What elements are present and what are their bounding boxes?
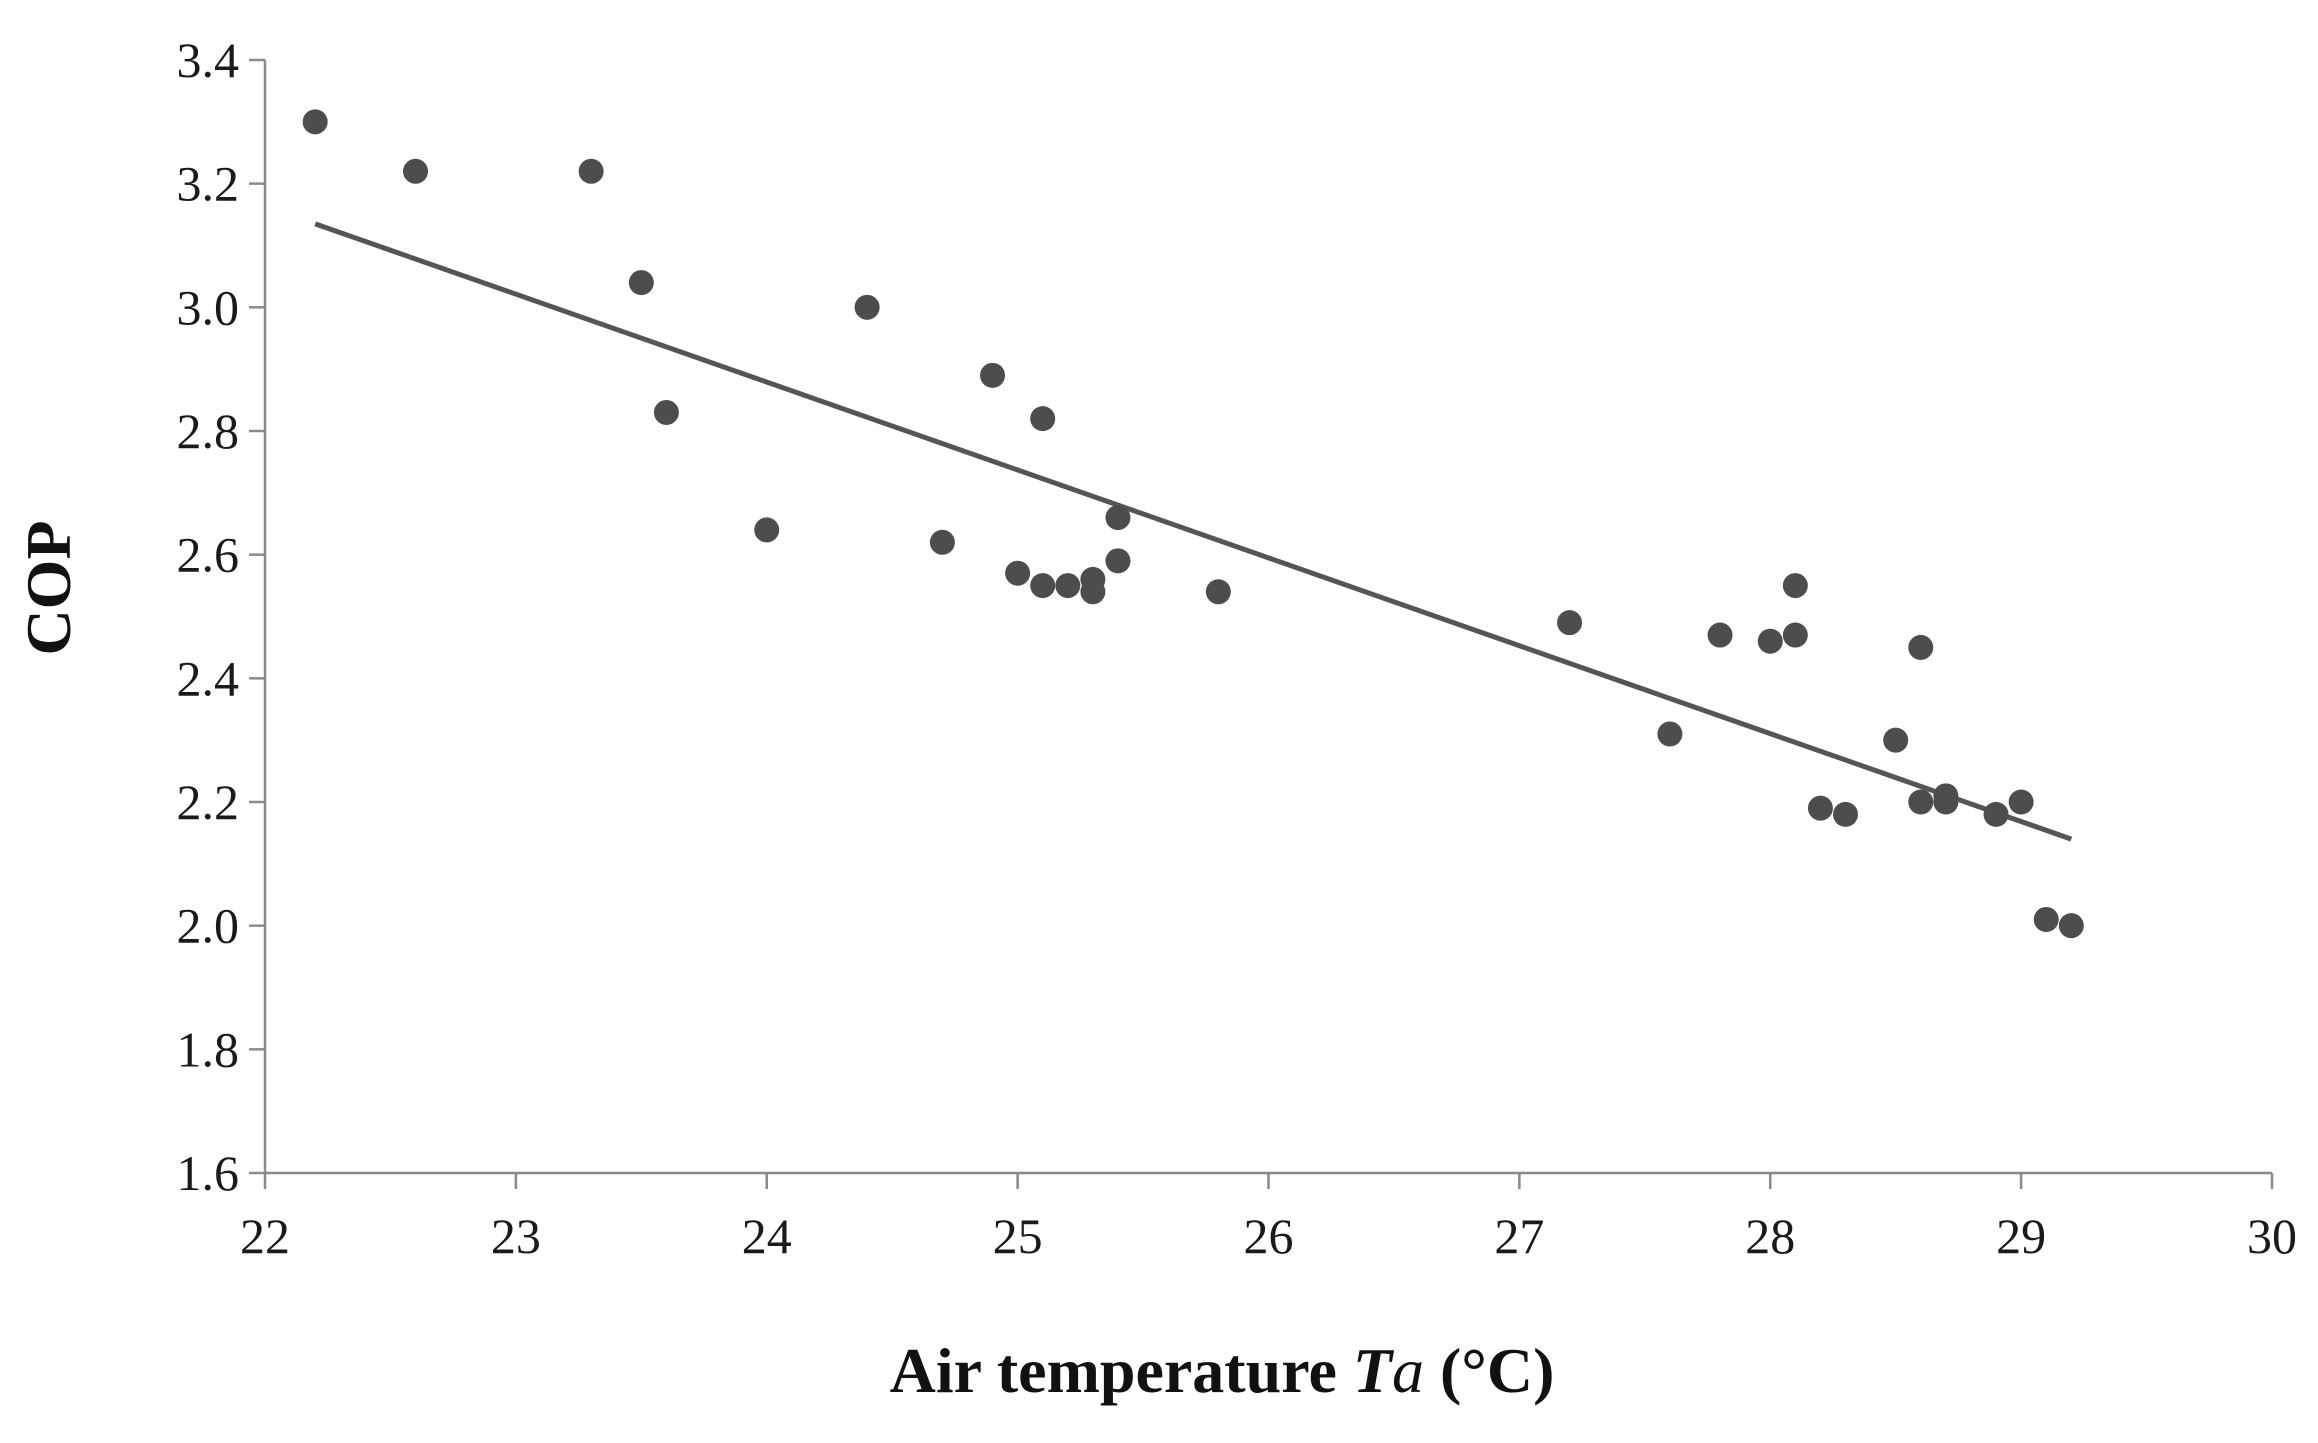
axes	[263, 60, 2272, 1175]
data-point	[403, 158, 429, 184]
data-points	[302, 109, 2084, 939]
data-point	[653, 399, 679, 425]
y-tick-label: 2.0	[177, 898, 240, 954]
data-point	[628, 270, 654, 296]
data-point	[1883, 727, 1909, 753]
data-point	[1080, 579, 1106, 605]
x-tick-label: 23	[491, 1208, 541, 1264]
data-point	[754, 517, 780, 543]
y-tick-label: 2.4	[177, 650, 240, 706]
data-point	[1833, 801, 1859, 827]
data-point	[1105, 505, 1131, 531]
x-axis-title-unit: (°C)	[1440, 1335, 1554, 1406]
data-point	[980, 362, 1006, 388]
data-point	[1908, 789, 1934, 815]
x-axis-title: Air temperature Ta (°C)	[890, 1335, 1555, 1406]
y-tick-label: 2.2	[177, 774, 240, 830]
data-point	[1782, 622, 1808, 648]
data-point	[1005, 560, 1031, 586]
y-tick-label: 3.0	[177, 279, 240, 335]
data-point	[578, 158, 604, 184]
y-tick-label: 1.8	[177, 1021, 240, 1077]
data-point	[1055, 573, 1081, 599]
y-tick-label: 3.4	[177, 32, 240, 88]
y-tick-label: 1.6	[177, 1145, 240, 1201]
data-point	[1105, 548, 1131, 574]
x-tick-label: 25	[993, 1208, 1043, 1264]
x-tick-label: 22	[240, 1208, 290, 1264]
data-point	[854, 294, 880, 320]
x-axis-title-label: Air temperature	[890, 1335, 1337, 1406]
data-point	[1707, 622, 1733, 648]
x-tick-label: 30	[2247, 1208, 2297, 1264]
y-tick-label: 2.8	[177, 403, 240, 459]
x-tick-label: 26	[1244, 1208, 1294, 1264]
x-axis-ticks: 22 23 24 25 26 27 28 29 30	[240, 1173, 2297, 1264]
data-point	[1807, 795, 1833, 821]
data-point	[1983, 801, 2009, 827]
data-point	[1030, 573, 1056, 599]
data-point	[1657, 721, 1683, 747]
y-axis-ticks: 1.6 1.8 2.0 2.2 2.4 2.6 2.8 3.0 3.2 3.4	[177, 32, 265, 1201]
data-point	[1782, 573, 1808, 599]
data-point	[1757, 628, 1783, 654]
data-point	[2033, 906, 2059, 932]
x-tick-label: 27	[1494, 1208, 1544, 1264]
trend-line	[314, 221, 2073, 842]
data-point	[1557, 610, 1583, 636]
y-tick-label: 2.6	[177, 527, 240, 583]
y-axis-title: COP	[13, 520, 84, 655]
x-axis-title-symbol: T	[1353, 1335, 1395, 1406]
data-point	[929, 529, 955, 555]
x-axis-title-subscript: a	[1392, 1335, 1424, 1406]
data-point	[1205, 579, 1231, 605]
x-tick-label: 29	[1996, 1208, 2046, 1264]
data-point	[1933, 789, 1959, 815]
x-tick-label: 28	[1745, 1208, 1795, 1264]
data-point	[2058, 913, 2084, 939]
data-point	[1908, 634, 1934, 660]
data-point	[2008, 789, 2034, 815]
y-tick-label: 3.2	[177, 156, 240, 212]
data-point	[1030, 406, 1056, 432]
x-tick-label: 24	[742, 1208, 792, 1264]
data-point	[302, 109, 328, 135]
